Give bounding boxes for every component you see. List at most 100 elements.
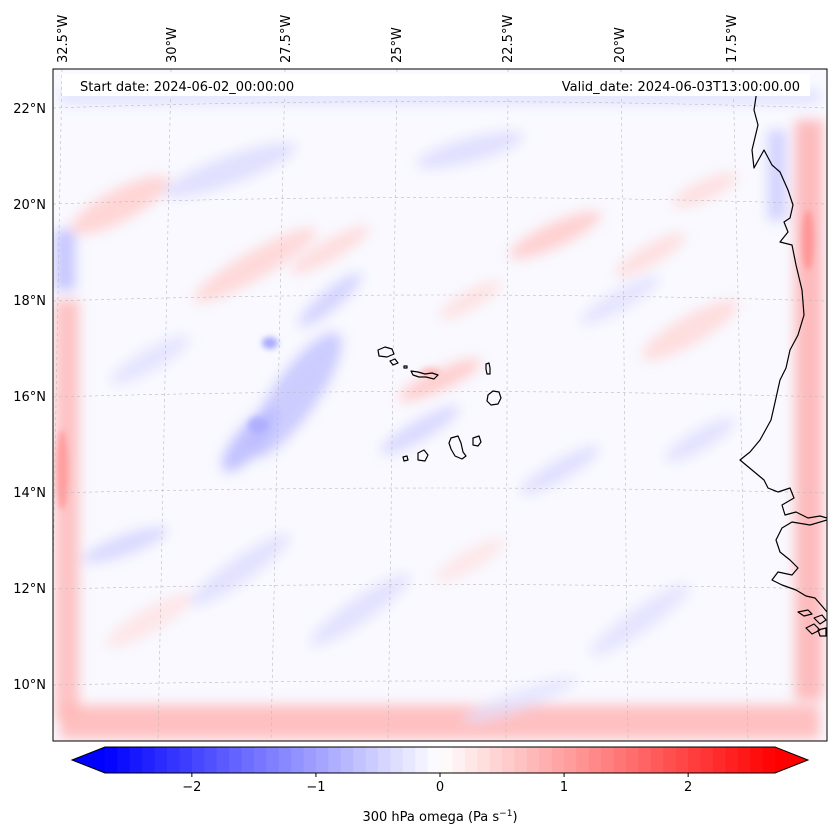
lon-label-22-5w: 22.5°W bbox=[501, 15, 516, 63]
colorbar-segment bbox=[191, 747, 205, 773]
sao-nicolau-island bbox=[410, 370, 439, 380]
colorbar-segment bbox=[489, 747, 503, 773]
map-background bbox=[53, 69, 827, 741]
lat-label-22n: 22°N bbox=[13, 102, 46, 117]
colorbar-segment bbox=[601, 747, 615, 773]
colorbar-segment bbox=[551, 747, 565, 773]
colorbar-segment bbox=[340, 747, 354, 773]
colorbar-segment bbox=[576, 747, 590, 773]
lat-label-18n: 18°N bbox=[13, 294, 46, 309]
longitude-labels: 32.5°W 30°W 27.5°W 25°W 22.5°W 20°W 17.5… bbox=[56, 15, 740, 63]
lat-label-12n: 12°N bbox=[13, 582, 46, 597]
colorbar-segment bbox=[167, 747, 180, 773]
sao-vicente-island bbox=[389, 358, 399, 366]
lon-label-17-5w: 17.5°W bbox=[725, 15, 740, 63]
colorbar-segment bbox=[179, 747, 193, 773]
colorbar-segment bbox=[477, 747, 491, 773]
colorbar-segment bbox=[105, 747, 118, 773]
colorbar-segment bbox=[762, 747, 776, 773]
colorbar-segment bbox=[204, 747, 218, 773]
fogo-island bbox=[417, 449, 429, 462]
colorbar-segment bbox=[142, 747, 156, 773]
colorbar-segment bbox=[440, 747, 453, 773]
colorbar-segment bbox=[588, 747, 602, 773]
colorbar-segment bbox=[539, 747, 553, 773]
colorbar-segment bbox=[129, 747, 143, 773]
africa-coastline bbox=[739, 89, 827, 613]
colorbar-tick-label: −1 bbox=[306, 780, 325, 795]
brava-island bbox=[402, 455, 409, 462]
colorbar-segment bbox=[117, 747, 131, 773]
lon-label-32-5w: 32.5°W bbox=[56, 15, 71, 63]
west-boundary-red-strip bbox=[55, 300, 79, 720]
colorbar-segment bbox=[353, 747, 367, 773]
colorbar-segment bbox=[427, 747, 441, 773]
colorbar-segment bbox=[688, 747, 702, 773]
lat-label-10n: 10°N bbox=[13, 678, 46, 693]
colorbar-segment bbox=[675, 747, 689, 773]
map-panel bbox=[53, 69, 827, 741]
map-frame bbox=[52, 68, 828, 742]
santiago-island bbox=[448, 435, 467, 460]
boa-vista-island bbox=[486, 390, 502, 406]
colorbar-segments bbox=[105, 747, 776, 773]
colorbar-label: 300 hPa omega (Pa s−1) bbox=[362, 809, 517, 825]
lon-label-30w: 30°W bbox=[165, 27, 180, 63]
colorbar-extend-high bbox=[775, 747, 808, 773]
santo-antao-island bbox=[377, 346, 395, 358]
maio-island bbox=[472, 435, 482, 447]
colorbar-segment bbox=[725, 747, 739, 773]
colorbar-segment bbox=[737, 747, 751, 773]
colorbar-segment bbox=[613, 747, 627, 773]
colorbar-segment bbox=[253, 747, 267, 773]
colorbar-segment bbox=[229, 747, 242, 773]
colorbar-segment bbox=[377, 747, 391, 773]
colorbar-segment bbox=[315, 747, 329, 773]
colorbar-tick-label: −2 bbox=[182, 780, 201, 795]
colorbar-segment bbox=[328, 747, 342, 773]
colorbar-segment bbox=[452, 747, 466, 773]
colorbar-segment bbox=[650, 747, 664, 773]
colorbar-segment bbox=[626, 747, 640, 773]
lon-label-20w: 20°W bbox=[613, 27, 628, 63]
colorbar-segment bbox=[402, 747, 416, 773]
colorbar-tick-label: 0 bbox=[436, 780, 444, 795]
colorbar-segment bbox=[700, 747, 714, 773]
colorbar-segment bbox=[415, 747, 429, 773]
colorbar-segment bbox=[278, 747, 292, 773]
bijagos-islands bbox=[797, 609, 827, 637]
colorbar-outline bbox=[70, 746, 810, 774]
lon-label-25w: 25°W bbox=[390, 27, 405, 63]
lon-label-27-5w: 27.5°W bbox=[279, 15, 294, 63]
colorbar-segment bbox=[526, 747, 540, 773]
colorbar-segment bbox=[291, 747, 305, 773]
colorbar-tick-label: 1 bbox=[560, 780, 568, 795]
colorbar: −2 −1 0 1 2 300 hPa omega (Pa s−1) bbox=[70, 746, 810, 825]
south-boundary-red-strip bbox=[60, 705, 820, 739]
colorbar-segment bbox=[514, 747, 528, 773]
omega-field-detail bbox=[56, 210, 814, 510]
valid-date-label: Valid_date: 2024-06-03T13:00:00.00 bbox=[562, 80, 800, 95]
colorbar-segment bbox=[266, 747, 280, 773]
colorbar-segment bbox=[750, 747, 764, 773]
sal-island bbox=[485, 362, 491, 375]
lat-label-16n: 16°N bbox=[13, 390, 46, 405]
coastlines bbox=[377, 89, 827, 637]
colorbar-segment bbox=[390, 747, 404, 773]
colorbar-segment bbox=[365, 747, 379, 773]
colorbar-segment bbox=[216, 747, 230, 773]
west-boundary-blue-strip bbox=[55, 230, 75, 290]
colorbar-segment bbox=[564, 747, 577, 773]
colorbar-tick-label: 2 bbox=[684, 780, 692, 795]
lat-label-14n: 14°N bbox=[13, 486, 46, 501]
colorbar-segment bbox=[303, 747, 317, 773]
santa-luzia-island bbox=[403, 365, 408, 369]
colorbar-extend-low bbox=[72, 747, 105, 773]
colorbar-ticks: −2 −1 0 1 2 bbox=[182, 773, 692, 795]
lat-label-20n: 20°N bbox=[13, 198, 46, 213]
date-info-box bbox=[62, 74, 810, 96]
colorbar-segment bbox=[638, 747, 652, 773]
colorbar-segment bbox=[502, 747, 515, 773]
colorbar-segment bbox=[154, 747, 168, 773]
